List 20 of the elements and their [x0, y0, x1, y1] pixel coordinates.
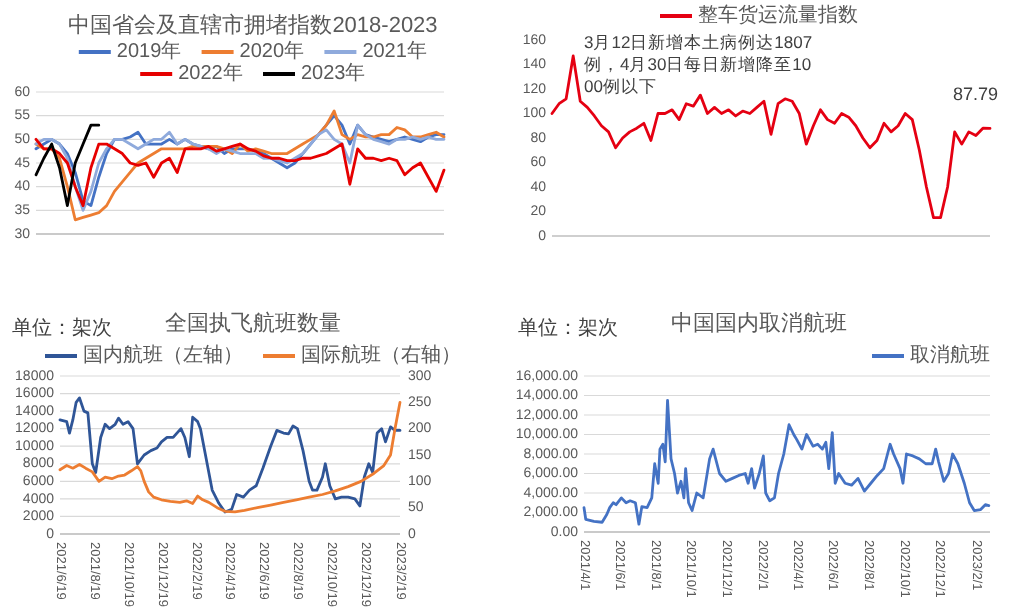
text: 单位：架次 [12, 316, 112, 340]
chart-title: 中国国内取消航班 [671, 309, 847, 336]
legend-label: 2022年 [178, 61, 243, 86]
legend-label: 2023年 [301, 61, 366, 86]
annotation: 87.79 [952, 84, 998, 105]
legend-label: 国际航班（右轴） [301, 343, 461, 368]
text: 单位：架次 [518, 316, 618, 340]
line-series [582, 398, 991, 526]
line-series [34, 137, 446, 207]
line-series [34, 109, 446, 222]
legend-label: 取消航班 [910, 343, 990, 368]
line-series [34, 123, 101, 207]
chart-title: 全国执飞航班数量 [165, 309, 341, 336]
annotation: 3月12日新增本土病例达1807例，4月30日每日新增降至1000例以下 [584, 32, 813, 96]
chart-title: 中国省会及直辖市拥堵指数2018-2023 [68, 11, 438, 38]
legend-label: 2019年 [116, 39, 182, 64]
legend-label: 整车货运流量指数 [698, 3, 858, 28]
legend-label: 国内航班（左轴） [83, 343, 243, 368]
legend-label: 2020年 [239, 39, 305, 64]
legend-label: 2021年 [362, 39, 427, 64]
